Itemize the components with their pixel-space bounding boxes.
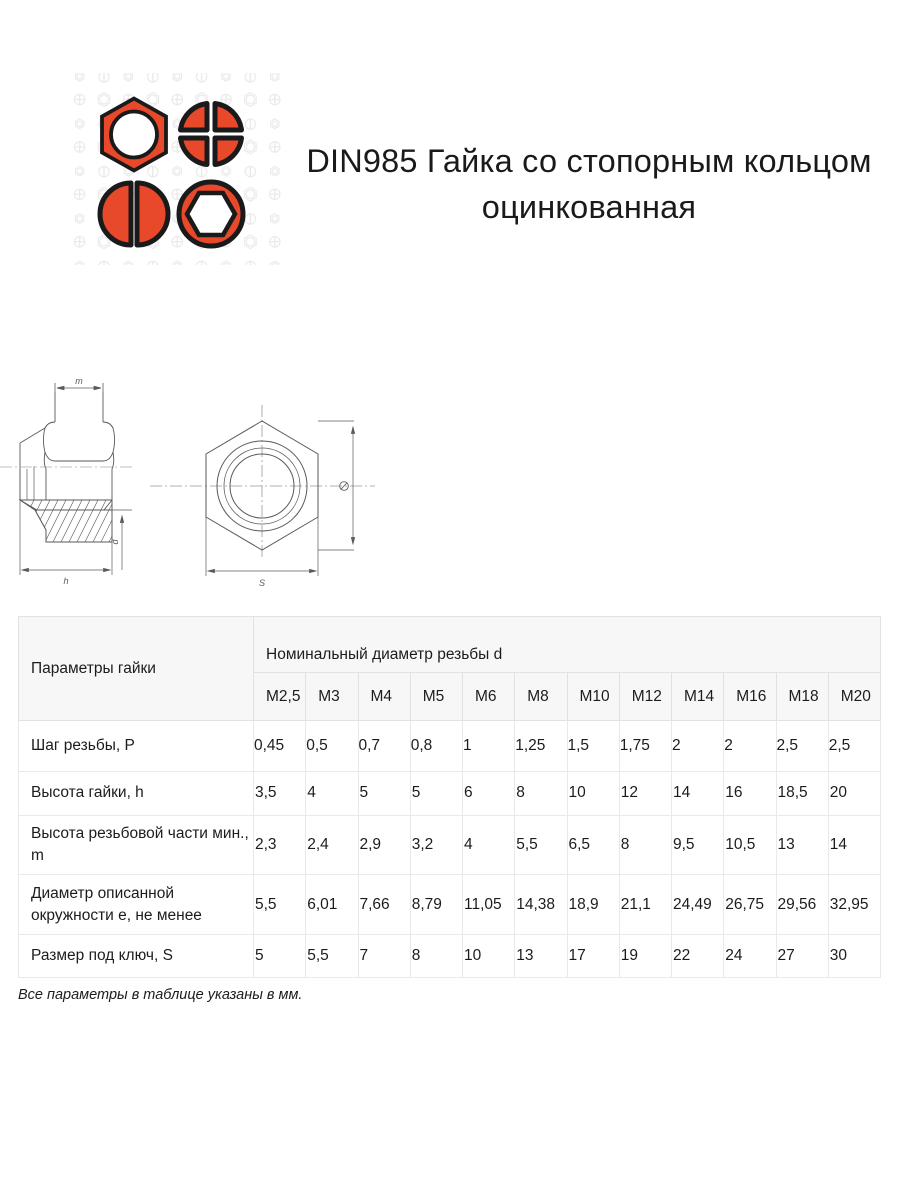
svg-text:m: m [75,376,83,386]
svg-text:d: d [110,539,120,545]
svg-text:S: S [259,578,265,588]
svg-text:h: h [63,576,68,586]
